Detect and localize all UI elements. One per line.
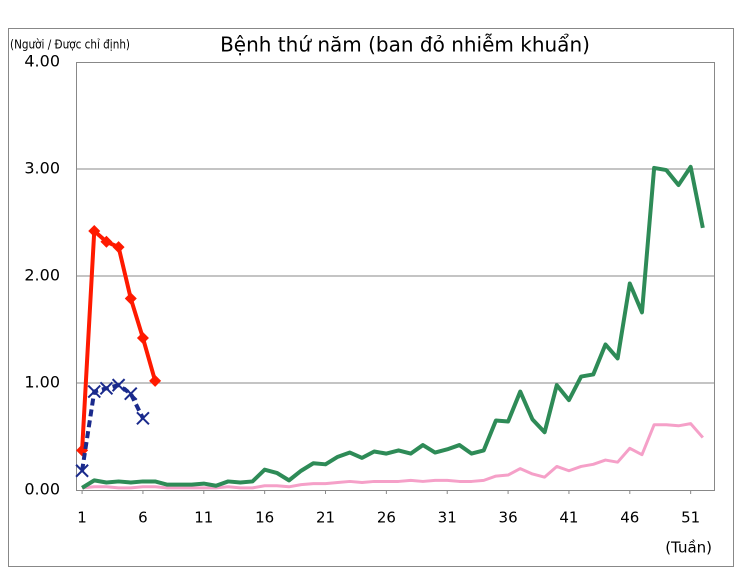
y-tick-label: 3.00 bbox=[24, 159, 60, 178]
point-marker bbox=[75, 464, 89, 478]
point-marker bbox=[136, 332, 149, 345]
point-marker bbox=[87, 384, 101, 399]
series-line bbox=[80, 383, 145, 472]
series-line bbox=[81, 422, 704, 490]
x-tick-label: 51 bbox=[681, 509, 700, 527]
y-tick-label: 0.00 bbox=[24, 480, 60, 499]
x-tick-label: 16 bbox=[255, 509, 274, 527]
chart-title: Bệnh thứ năm (ban đỏ nhiễm khuẩn) bbox=[220, 33, 590, 57]
point-marker bbox=[100, 235, 113, 248]
series-line bbox=[81, 164, 705, 490]
x-tick-label: 26 bbox=[377, 509, 396, 527]
point-marker bbox=[149, 374, 162, 387]
point-marker bbox=[88, 225, 101, 238]
x-axis-label: (Tuần) bbox=[665, 539, 712, 557]
point-marker bbox=[99, 381, 114, 396]
point-marker bbox=[124, 292, 137, 305]
y-tick-label: 1.00 bbox=[24, 373, 60, 392]
point-marker bbox=[136, 411, 150, 426]
x-tick-label: 21 bbox=[316, 509, 335, 527]
point-marker bbox=[112, 241, 125, 254]
x-tick-label: 1 bbox=[77, 509, 87, 527]
x-tick-label: 6 bbox=[138, 509, 148, 527]
x-tick-label: 41 bbox=[559, 509, 578, 527]
y-axis-label: (Người / Được chỉ định) bbox=[10, 38, 130, 52]
y-tick-label: 2.00 bbox=[24, 266, 60, 285]
y-tick-label: 4.00 bbox=[24, 52, 60, 71]
x-tick-label: 46 bbox=[620, 509, 639, 527]
x-tick-label: 11 bbox=[194, 509, 213, 527]
point-marker bbox=[111, 378, 126, 392]
x-tick-label: 36 bbox=[499, 509, 518, 527]
point-marker bbox=[124, 386, 138, 401]
x-tick-label: 31 bbox=[438, 509, 457, 527]
